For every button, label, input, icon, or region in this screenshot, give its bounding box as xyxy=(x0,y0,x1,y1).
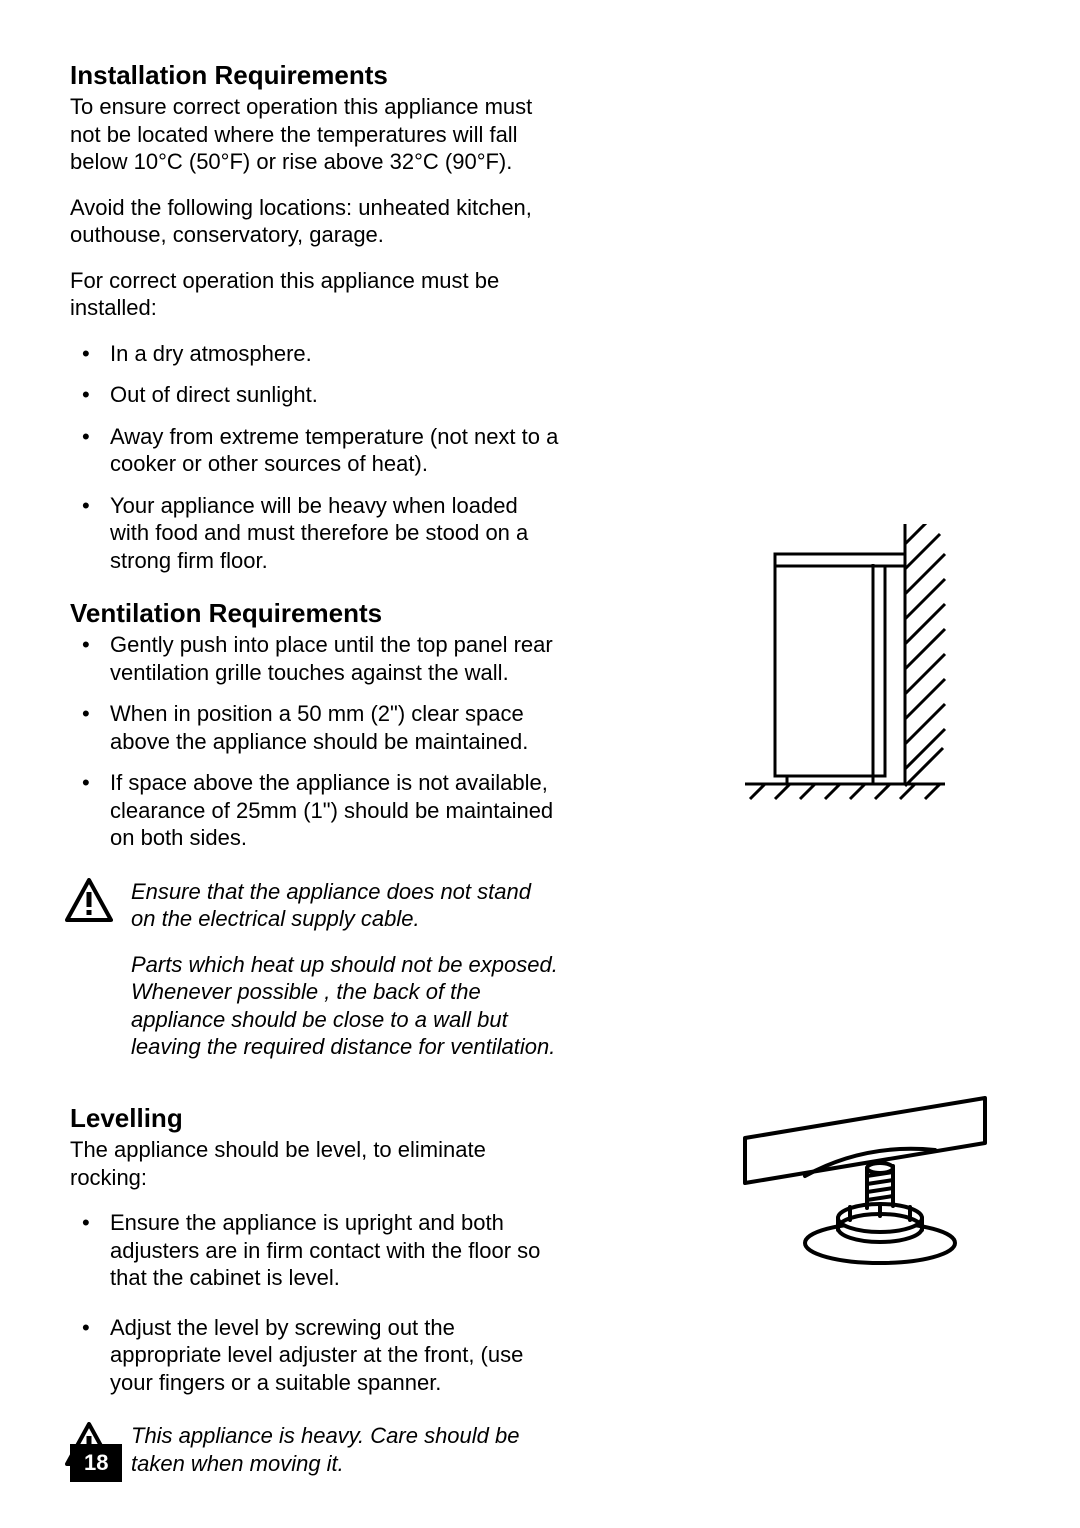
warning-text: This appliance is heavy. Care should be … xyxy=(121,1422,560,1495)
list-item: Out of direct sunlight. xyxy=(70,381,560,409)
page-number: 18 xyxy=(70,1444,122,1482)
warning-icon xyxy=(65,878,121,927)
warning-block: This appliance is heavy. Care should be … xyxy=(70,1422,560,1495)
ventilation-warn1: Ensure that the appliance does not stand… xyxy=(131,878,560,933)
left-column: Installation Requirements To ensure corr… xyxy=(70,60,560,1495)
page: Installation Requirements To ensure corr… xyxy=(0,0,1080,1528)
heading-levelling: Levelling xyxy=(70,1103,560,1134)
list-item: When in position a 50 mm (2") clear spac… xyxy=(70,700,560,755)
figure-level-adjuster xyxy=(735,1088,995,1293)
heading-installation: Installation Requirements xyxy=(70,60,560,91)
list-item: Gently push into place until the top pan… xyxy=(70,631,560,686)
section-installation: Installation Requirements To ensure corr… xyxy=(70,60,560,574)
section-levelling: Levelling The appliance should be level,… xyxy=(70,1103,560,1495)
ventilation-warn2: Parts which heat up should not be expose… xyxy=(131,951,560,1061)
figure-appliance-wall xyxy=(745,524,975,809)
warning-block: Ensure that the appliance does not stand… xyxy=(70,878,560,1079)
section-ventilation: Ventilation Requirements Gently push int… xyxy=(70,598,560,1079)
list-item: If space above the appliance is not avai… xyxy=(70,769,560,852)
heading-ventilation: Ventilation Requirements xyxy=(70,598,560,629)
levelling-p1: The appliance should be level, to elimin… xyxy=(70,1136,560,1191)
warning-text: Ensure that the appliance does not stand… xyxy=(121,878,560,1079)
installation-p2: Avoid the following locations: unheated … xyxy=(70,194,560,249)
levelling-warn: This appliance is heavy. Care should be … xyxy=(131,1422,560,1477)
installation-list: In a dry atmosphere. Out of direct sunli… xyxy=(70,340,560,575)
list-item: Away from extreme temperature (not next … xyxy=(70,423,560,478)
installation-p1: To ensure correct operation this applian… xyxy=(70,93,560,176)
installation-p3: For correct operation this appliance mus… xyxy=(70,267,560,322)
list-item: In a dry atmosphere. xyxy=(70,340,560,368)
list-item: Adjust the level by screwing out the app… xyxy=(70,1314,560,1397)
list-item: Ensure the appliance is upright and both… xyxy=(70,1209,560,1292)
list-item: Your appliance will be heavy when loaded… xyxy=(70,492,560,575)
ventilation-list: Gently push into place until the top pan… xyxy=(70,631,560,852)
levelling-list: Ensure the appliance is upright and both… xyxy=(70,1209,560,1396)
